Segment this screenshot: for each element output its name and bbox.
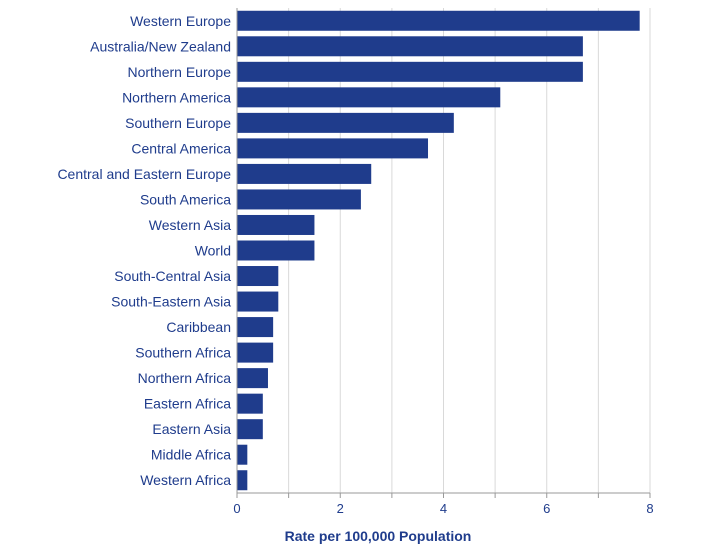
category-label: Western Europe — [130, 13, 231, 29]
bar — [237, 368, 268, 389]
category-label: South-Eastern Asia — [111, 294, 231, 310]
x-tick-label: 8 — [646, 501, 653, 516]
category-label: Southern Africa — [135, 345, 231, 361]
bar — [237, 317, 274, 338]
x-axis-title: Rate per 100,000 Population — [285, 528, 472, 544]
bar — [237, 36, 583, 57]
bar — [237, 163, 372, 184]
category-label: Australia/New Zealand — [90, 38, 231, 54]
bar — [237, 61, 583, 82]
x-tick-label: 2 — [337, 501, 344, 516]
category-label: Northern America — [122, 89, 231, 105]
axes — [236, 8, 651, 498]
category-label: Eastern Asia — [152, 421, 231, 437]
bar — [237, 87, 501, 108]
bar — [237, 189, 361, 210]
category-label: Middle Africa — [151, 447, 231, 463]
bar — [237, 419, 263, 440]
bar — [237, 342, 274, 363]
category-label: Southern Europe — [125, 115, 231, 131]
bar — [237, 266, 279, 287]
category-label: Caribbean — [166, 319, 231, 335]
bar — [237, 240, 315, 261]
bar — [237, 112, 454, 133]
bar — [237, 470, 248, 491]
category-label: South America — [140, 191, 231, 207]
category-label: Central America — [131, 140, 231, 156]
category-label: Northern Europe — [127, 64, 231, 80]
bar — [237, 444, 248, 465]
tick-labels: 0 2 4 6 8 — [233, 501, 653, 516]
x-tick-label: 0 — [233, 501, 240, 516]
category-labels: Western Europe Australia/New Zealand North… — [57, 13, 231, 488]
bar — [237, 138, 429, 159]
category-label: Northern Africa — [138, 370, 232, 386]
bar — [237, 10, 640, 31]
category-label: Western Africa — [140, 472, 231, 488]
category-label: World — [195, 243, 231, 259]
bar — [237, 214, 315, 235]
category-label: Central and Eastern Europe — [57, 166, 231, 182]
x-tick-label: 4 — [440, 501, 447, 516]
category-label: Eastern Africa — [144, 396, 231, 412]
x-tick-label: 6 — [543, 501, 550, 516]
bar — [237, 291, 279, 312]
bars — [237, 10, 640, 491]
category-label: Western Asia — [149, 217, 231, 233]
category-label: South-Central Asia — [114, 268, 231, 284]
bar — [237, 393, 263, 414]
